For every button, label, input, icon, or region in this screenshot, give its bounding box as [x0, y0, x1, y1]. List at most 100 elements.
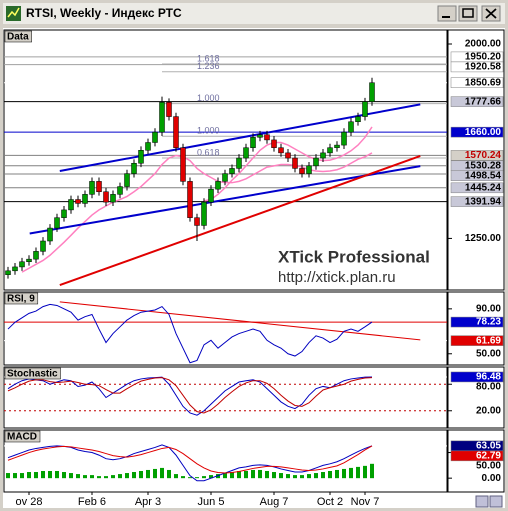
candle-body [278, 147, 284, 154]
candle-body [285, 152, 291, 159]
histogram-bar [356, 466, 360, 479]
candle-body [229, 168, 235, 174]
candle-body [82, 194, 88, 204]
histogram-bar [223, 473, 227, 479]
x-tick-label: Apr 3 [135, 496, 161, 508]
candle-body [131, 162, 137, 174]
level-label: 1850.69 [465, 77, 502, 88]
plot [4, 376, 447, 416]
level-label-box [450, 96, 504, 107]
candle-body [152, 131, 158, 143]
histogram-bar [272, 472, 276, 479]
level-label-box [450, 316, 504, 328]
pane-title-box [4, 430, 41, 443]
histogram-bar [335, 469, 339, 479]
level-label: 1660.00 [465, 127, 502, 138]
trend-line [59, 155, 421, 287]
level-label: 63.05 [476, 440, 501, 451]
x-tick-label: ov 28 [16, 496, 43, 508]
y-tick-label: 2000.00 [465, 39, 502, 50]
minimize-button[interactable] [437, 5, 457, 22]
histogram-bar [146, 469, 150, 479]
level-label-box [450, 170, 504, 182]
candle-body [208, 188, 214, 203]
level-label-box [450, 450, 504, 462]
candle-body [271, 139, 277, 148]
candle-body [173, 116, 179, 148]
candle-body [243, 147, 249, 159]
series-line [7, 445, 373, 474]
app-icon-glyph [7, 7, 20, 18]
histogram-bar [321, 472, 325, 479]
x-tick-label: Aug 7 [260, 496, 289, 508]
candle-body [250, 137, 256, 148]
pane-title-box [4, 30, 32, 43]
level-label-box [450, 126, 504, 138]
candle-body [19, 261, 25, 268]
histogram-bar [160, 467, 164, 479]
level-label: 1530.28 [465, 160, 502, 171]
histogram-bar [90, 475, 94, 479]
candle-body [264, 134, 270, 141]
histogram-bar [300, 475, 304, 479]
moving-average [21, 152, 373, 273]
histogram-bar [293, 475, 297, 479]
histogram-bar [188, 477, 192, 479]
candle-body [96, 181, 102, 193]
candle-body [159, 102, 165, 133]
histogram-bar [48, 470, 52, 479]
series-line [7, 303, 373, 364]
candle-body [194, 217, 200, 226]
maximize-button[interactable] [458, 5, 478, 22]
histogram-bar [363, 465, 367, 479]
level-label: 1445.24 [465, 182, 502, 193]
level-label: 62.79 [476, 450, 501, 461]
histogram-bar [349, 467, 353, 479]
candle-body [89, 181, 95, 195]
level-label-box [450, 335, 504, 346]
histogram-bar [34, 472, 38, 479]
level-label-box [450, 196, 504, 207]
trend-line [59, 103, 421, 173]
chart-area [3, 28, 505, 508]
level-label: 1570.24 [465, 150, 502, 161]
close-button[interactable] [481, 5, 501, 22]
candle-body [215, 181, 221, 190]
histogram-bar [167, 469, 171, 479]
scroll-icons[interactable] [475, 495, 503, 508]
histogram-bar [174, 474, 178, 479]
pane-title-box [4, 367, 61, 380]
histogram-bar [258, 469, 262, 479]
histogram-bar [181, 476, 185, 479]
histogram-bar [111, 475, 115, 479]
y-tick-label: 1250.00 [465, 233, 502, 244]
candle-body [145, 142, 151, 151]
x-tick-label: Oct 2 [317, 496, 343, 508]
histogram-bar [41, 470, 45, 479]
candle-body [327, 147, 333, 154]
histogram-bar [97, 476, 101, 479]
histogram-bar [209, 475, 213, 479]
pane-frame [3, 429, 448, 493]
candle-body [257, 134, 263, 138]
y-tick-label: 20.00 [476, 405, 501, 416]
candle-body [26, 258, 32, 262]
watermark-url: http://xtick.plan.ru [278, 269, 396, 286]
candle-body [47, 227, 53, 242]
histogram-bar [342, 468, 346, 479]
histogram-bar [307, 474, 311, 479]
candle-body [103, 191, 109, 203]
candle-body [180, 147, 186, 182]
candle-body [117, 186, 123, 195]
histogram-bar [132, 472, 136, 479]
x-tick-label: Feb 6 [78, 496, 106, 508]
candle-body [110, 194, 116, 203]
candle-body [348, 121, 354, 133]
histogram-bar [251, 469, 255, 479]
fib-label: 0.618 [197, 147, 220, 157]
histogram-bar [27, 472, 31, 479]
candle-body [75, 199, 81, 204]
level-label: 1920.58 [465, 62, 502, 73]
candle-body [124, 173, 130, 187]
